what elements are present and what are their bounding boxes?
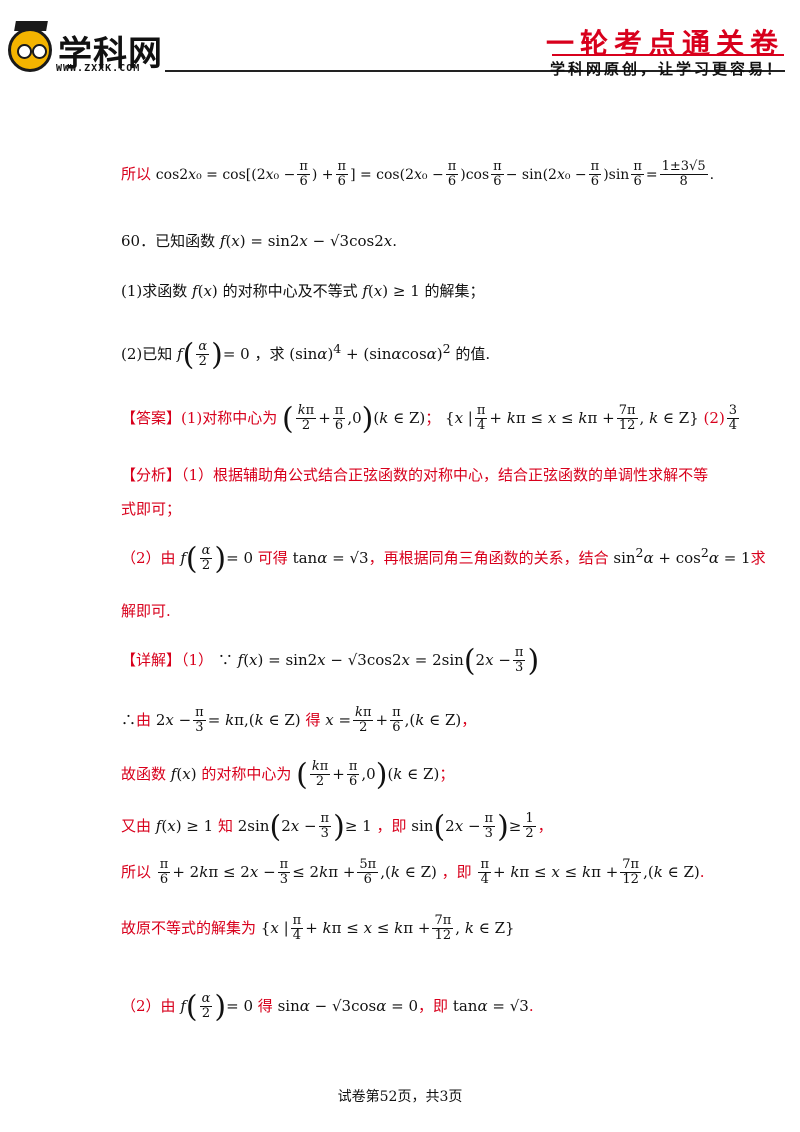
detail-line-1: 【详解】（1） ∵ f(x) = sin2x − √3cos2x = 2sin(…	[121, 642, 539, 680]
q2-expression: (sinα)4 + (sinαcosα)2	[289, 340, 451, 363]
analysis-identity: sin2α + cos2α = 1	[613, 544, 751, 567]
detail-ineq-3: sin(2x − π 3)≥ 1 2	[411, 809, 536, 844]
detail-eq-2: x = kπ 2 + π 6 ,(k ∈ Z)	[325, 705, 462, 736]
detail-text-7b: 得	[257, 996, 273, 1015]
analysis-text-1: （1）根据辅助角公式结合正弦函数的对称中心，结合正弦函数的单调性求解不等	[181, 466, 709, 484]
logo-url: WWW.ZXXK.COM	[56, 63, 141, 74]
detail-text-7c: ，即	[418, 996, 449, 1015]
detail-text-1: （1）	[181, 650, 214, 669]
q1-text-b: 的对称中心及不等式	[222, 282, 358, 300]
detail-condition: f(α 2)= 0	[180, 989, 253, 1024]
analysis-line-3: 解即可.	[121, 602, 171, 621]
detail-ineq-2: 2sin(2x − π 3)≥ 1	[237, 809, 372, 844]
answer-solution-set: {x | π 4 + kπ ≤ x ≤ kπ +7π 12, k ∈ Z}	[445, 402, 699, 434]
detail-text-3b: 的对称中心为	[201, 764, 292, 783]
page-header: 学科网 WWW.ZXXK.COM 一轮考点通关卷 学科网原创，让学习更容易！	[0, 0, 800, 90]
detail-text-4c: ，即	[376, 816, 407, 835]
q1-text-a: (1)求函数	[121, 282, 188, 300]
detail-line-7: （2）由 f(α 2)= 0 得 sinα − √3cosα = 0，即 tanα…	[121, 989, 534, 1024]
answer-center: (kπ 2 + π 6,0)(k ∈ Z)	[282, 401, 426, 436]
answer-line: 【答案】(1)对称中心为 (kπ 2 + π 6,0)(k ∈ Z)； {x | π 4 + …	[121, 400, 741, 438]
detail-tag: 【详解】	[121, 650, 182, 669]
solution-line-cos: 所以 cos2x₀ = cos[(2x₀ − π 6) + π 6] = cos(2x₀…	[121, 159, 715, 190]
detail-text-5b: ，即	[441, 862, 472, 881]
detail-line-3: 故函数 f(x) 的对称中心为 (kπ 2 + π 6,0)(k ∈ Z)；	[121, 757, 455, 792]
analysis-text-2e: 解即可.	[121, 602, 171, 620]
detail-range-2: π 4 + kπ ≤ x ≤ kπ +7π 12 ,(k ∈ Z)	[478, 857, 700, 888]
detail-eq-4: tanα = √3	[452, 996, 529, 1015]
detail-range-1: π 6 + 2kπ ≤ 2x − π 3 ≤ 2kπ +5π 6 ,(k ∈ Z)	[157, 857, 437, 888]
answer-text-a: (1)对称中心为	[181, 408, 278, 427]
analysis-text-2c: ，再根据同角三角函数的关系，结合	[368, 548, 609, 567]
detail-text-5a: 所以	[121, 862, 152, 881]
detail-line-6: 故原不等式的解集为 {x | π 4 + kπ ≤ x ≤ kπ +7π 12, k ∈…	[121, 913, 515, 944]
problem-statement: 60．已知函数 f(x) = sin2x − √3cos2x.	[121, 232, 397, 251]
analysis-tan: tanα = √3	[292, 548, 369, 567]
question-2: (2)已知 f(α 2)= 0 ，求 (sinα)4 + (sinαcosα)2 …	[121, 336, 490, 374]
analysis-line-2: （2）由 f(α 2)= 0 可得 tanα = √3，再根据同角三角函数的关系，…	[121, 540, 766, 578]
analysis-text-2b: 可得	[257, 548, 288, 567]
detail-text-2b: 得	[305, 710, 321, 729]
series-underline	[552, 54, 784, 56]
detail-ineq-1: f(x) ≥ 1	[155, 816, 214, 835]
detail-func: f(x)	[170, 764, 197, 783]
answer-tag: 【答案】	[121, 408, 182, 427]
detail-eq-3: sinα − √3cosα = 0	[277, 996, 419, 1015]
logo-text: 学科网	[58, 34, 163, 74]
problem-intro: 60．已知函数	[121, 232, 216, 250]
text-prefix: 所以	[121, 164, 152, 183]
q1-text-c: 的解集；	[424, 282, 485, 300]
detail-text-4b: 知	[217, 816, 233, 835]
detail-eq-1: 2x − π 3 = kπ,(k ∈ Z)	[155, 705, 301, 736]
analysis-text-2d: 求	[750, 548, 766, 567]
question-1: (1)求函数 f(x) 的对称中心及不等式 f(x) ≥ 1 的解集；	[121, 282, 485, 301]
detail-solution-set: {x | π 4 + kπ ≤ x ≤ kπ +7π 12, k ∈ Z}	[260, 913, 515, 944]
q2-condition: f(α 2)= 0	[177, 337, 250, 372]
q2-text-c: 的值.	[455, 344, 491, 363]
analysis-line-1b: 式即可；	[121, 500, 181, 519]
detail-text-6a: 故原不等式的解集为	[121, 918, 257, 937]
analysis-condition: f(α 2)= 0	[180, 541, 253, 576]
q2-text-a: (2)已知	[121, 344, 173, 363]
detail-line-2: ∴由 2x − π 3 = kπ,(k ∈ Z) 得 x = kπ 2 + π 6 ,(k ∈ Z…	[121, 705, 477, 736]
function-definition: f(x) = sin2x − √3cos2x.	[219, 232, 398, 250]
analysis-line-1: 【分析】（1）根据辅助角公式结合正弦函数的对称中心，结合正弦函数的单调性求解不等	[121, 466, 708, 485]
analysis-text-1b: 式即可；	[121, 500, 182, 518]
detail-text-3a: 故函数	[121, 764, 167, 783]
series-title: 一轮考点通关卷	[545, 27, 784, 60]
detail-text-2a: 由	[136, 710, 152, 729]
math-expression: cos2x₀ = cos[(2x₀ − π 6) + π 6] = cos(2x₀ − π…	[155, 159, 715, 190]
q2-text-b: ，求	[254, 344, 285, 363]
slogan: 学科网原创，让学习更容易！	[549, 60, 784, 78]
analysis-text-2a: （2）由	[121, 548, 176, 567]
detail-text-7a: （2）由	[121, 996, 176, 1015]
detail-line-4: 又由 f(x) ≥ 1 知 2sin(2x − π 3)≥ 1 ，即 sin(2x …	[121, 809, 553, 844]
logo-mascot-icon	[8, 21, 52, 72]
analysis-tag: 【分析】	[121, 466, 182, 484]
page-footer: 试卷第52页，共3页	[337, 1089, 463, 1105]
detail-center: (kπ 2 + π 6,0)(k ∈ Z)	[296, 757, 440, 792]
detail-line-5: 所以 π 6 + 2kπ ≤ 2x − π 3 ≤ 2kπ +5π 6 ,(k ∈ Z) ，即…	[121, 857, 705, 888]
answer-text-b: (2)	[703, 408, 725, 427]
q1-inequality: f(x) ≥ 1	[362, 282, 420, 300]
q1-func: f(x)	[192, 282, 218, 300]
header-divider	[165, 70, 785, 72]
detail-text-4a: 又由	[121, 816, 152, 835]
detail-rewrite: ∵ f(x) = sin2x − √3cos2x = 2sin(2x − π 3)	[217, 643, 540, 678]
